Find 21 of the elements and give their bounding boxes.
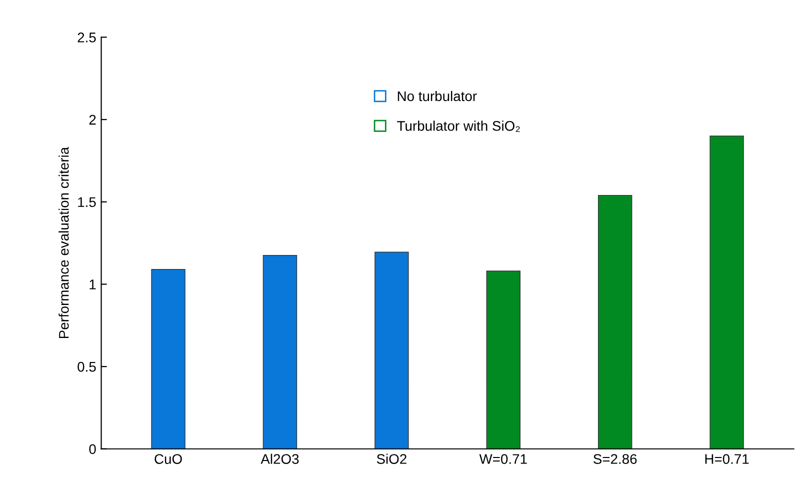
y-tick-label: 1	[90, 280, 96, 290]
bar	[710, 136, 744, 449]
y-axis-title: Performance evaluation criteria	[58, 146, 69, 338]
legend-label: No turbulator	[398, 90, 477, 102]
bar	[598, 194, 632, 449]
y-tick-label: 1.5	[78, 197, 96, 208]
y-tick-label: 2.5	[78, 32, 96, 42]
x-tick-label: CuO	[154, 454, 182, 464]
x-tick-label: H=0.71	[705, 454, 749, 464]
x-tick-label: W=0.71	[479, 454, 527, 464]
x-tick-label: Al2O3	[260, 454, 299, 464]
legend-label: Turbulator with SiO₂	[397, 120, 520, 132]
y-tick-label: 2	[89, 114, 96, 125]
y-tick-label: 0	[89, 444, 96, 454]
bar	[374, 252, 409, 449]
y-tick-label: 0.5	[78, 362, 96, 372]
x-tick-label: S=2.86	[594, 454, 637, 464]
bar	[486, 270, 520, 449]
x-tick-label: SiO2	[376, 454, 406, 464]
bar	[262, 255, 298, 449]
bar	[151, 269, 186, 449]
